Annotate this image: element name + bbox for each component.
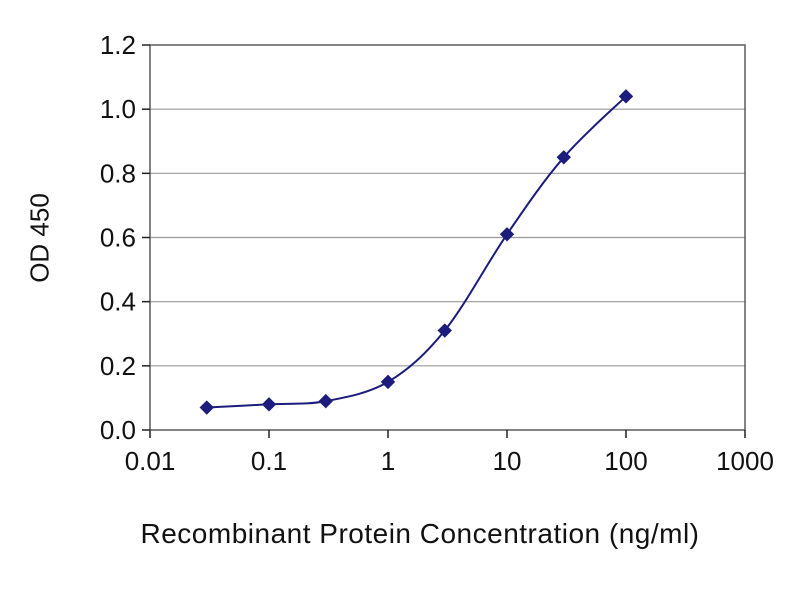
x-tick-label: 0.01 (125, 446, 176, 476)
y-tick-label: 1.0 (100, 94, 136, 124)
y-tick-label: 0.8 (100, 158, 136, 188)
data-point-marker (199, 400, 214, 415)
data-point-marker (437, 323, 452, 338)
data-point-marker (556, 150, 571, 165)
y-tick-label: 0.6 (100, 223, 136, 253)
x-tick-label: 1000 (716, 446, 774, 476)
data-curve (206, 95, 627, 409)
x-tick-label: 1 (381, 446, 395, 476)
data-point-marker (261, 397, 277, 412)
data-point-marker (618, 89, 634, 104)
data-point-marker (499, 227, 515, 242)
y-tick-label: 1.2 (100, 30, 136, 60)
x-tick-label: 0.1 (251, 446, 287, 476)
y-axis-label: OD 450 (24, 193, 55, 283)
y-tick-label: 0.0 (100, 415, 136, 445)
y-tick-label: 0.2 (100, 351, 136, 381)
y-tick-label: 0.4 (100, 287, 136, 317)
x-tick-label: 100 (604, 446, 647, 476)
data-point-marker (318, 393, 333, 409)
x-tick-label: 10 (493, 446, 522, 476)
data-point-marker (380, 374, 396, 390)
x-axis-label: Recombinant Protein Concentration (ng/ml… (140, 518, 700, 549)
